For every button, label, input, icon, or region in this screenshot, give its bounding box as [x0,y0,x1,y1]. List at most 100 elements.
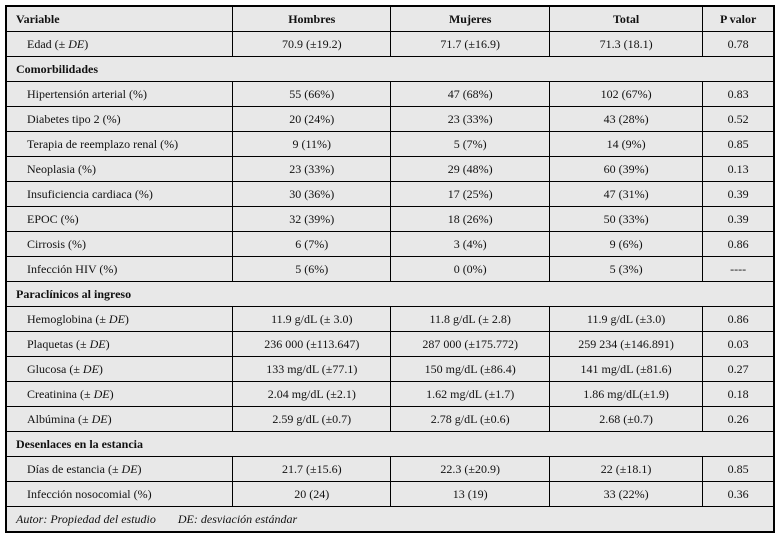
value-cell: 0.18 [702,381,775,407]
value-cell: 0 (0%) [390,256,550,282]
value-cell: 0.26 [702,406,775,432]
value-cell: 71.7 (±16.9) [390,31,550,57]
value-cell: 14 (9%) [548,131,704,157]
row-label: Diabetes tipo 2 (%) [5,106,234,132]
footnote: Autor: Propiedad del estudio DE: desviaci… [5,506,775,533]
table-row: Infección HIV (%) 5 (6%) 0 (0%) 5 (3%) ---- [5,256,775,282]
value-cell: 6 (7%) [232,231,392,257]
row-label-post: ) [105,336,110,351]
value-cell: 0.86 [702,231,775,257]
row-label-it: DE [89,336,106,351]
table-row: EPOC (%) 32 (39%) 18 (26%) 50 (33%) 0.39 [5,206,775,232]
row-label: Infección nosocomial (%) [5,481,234,507]
value-cell: 259 234 (±146.891) [548,331,704,357]
column-header-total: Total [548,5,704,32]
row-label-it: DE [93,386,110,401]
value-cell: 33 (22%) [548,481,704,507]
row-label-post: ) [137,461,142,476]
row-label-post: ) [84,36,89,51]
table-row: Plaquetas (± DE) 236 000 (±113.647) 287 00… [5,331,775,357]
value-cell: 5 (6%) [232,256,392,282]
section-row: Desenlaces en la estancia [5,431,775,457]
table-row: Terapia de reemplazo renal (%) 9 (11%) 5 (… [5,131,775,157]
table-row: Infección nosocomial (%) 20 (24) 13 (19) 33… [5,481,775,507]
row-label: Hipertensión arterial (%) [5,81,234,107]
row-label-pre: Plaquetas (± [27,336,90,351]
row-label-it: DE [121,461,138,476]
value-cell: 22.3 (±20.9) [390,456,550,482]
table-row: Glucosa (± DE) 133 mg/dL (±77.1) 150 mg/dL… [5,356,775,382]
header-row: Variable Hombres Mujeres Total P valor [5,5,775,32]
value-cell: 0.39 [702,206,775,232]
value-cell: 43 (28%) [548,106,704,132]
row-label-pre: Infección HIV (%) [27,261,118,276]
value-cell: 0.27 [702,356,775,382]
value-cell: 29 (48%) [390,156,550,182]
table-row: Insuficiencia cardiaca (%) 30 (36%) 17 (25… [5,181,775,207]
row-label-post: ) [124,311,129,326]
table-row: Días de estancia (± DE) 21.7 (±15.6) 22.3 … [5,456,775,482]
value-cell: 2.78 g/dL (±0.6) [390,406,550,432]
value-cell: 11.9 g/dL (± 3.0) [232,306,392,332]
table-row: Hemoglobina (± DE) 11.9 g/dL (± 3.0) 11.8 … [5,306,775,332]
row-label-post: ) [98,361,103,376]
value-cell: 47 (68%) [390,81,550,107]
value-cell: ---- [702,256,775,282]
value-cell: 1.62 mg/dL (±1.7) [390,381,550,407]
row-label-pre: Cirrosis (%) [27,236,86,251]
row-label: Plaquetas (± DE) [5,331,234,357]
value-cell: 30 (36%) [232,181,392,207]
value-cell: 23 (33%) [390,106,550,132]
row-label: Creatinina (± DE) [5,381,234,407]
row-label-it: DE [108,311,125,326]
row-label-pre: Edad (± [27,36,69,51]
row-label: Hemoglobina (± DE) [5,306,234,332]
column-header-p-valor: P valor [702,5,775,32]
value-cell: 5 (7%) [390,131,550,157]
row-label-it: DE [91,411,108,426]
row-label: EPOC (%) [5,206,234,232]
value-cell: 0.85 [702,456,775,482]
column-header-variable: Variable [5,5,234,32]
value-cell: 71.3 (18.1) [548,31,704,57]
value-cell: 102 (67%) [548,81,704,107]
value-cell: 5 (3%) [548,256,704,282]
value-cell: 50 (33%) [548,206,704,232]
section-row: Comorbilidades [5,56,775,82]
footnote-row: Autor: Propiedad del estudio DE: desviaci… [5,506,775,533]
value-cell: 22 (±18.1) [548,456,704,482]
row-label-pre: Días de estancia (± [27,461,122,476]
value-cell: 0.78 [702,31,775,57]
section-label: Comorbilidades [5,56,775,82]
value-cell: 20 (24) [232,481,392,507]
row-label: Glucosa (± DE) [5,356,234,382]
row-label-it: DE [82,361,99,376]
row-label: Terapia de reemplazo renal (%) [5,131,234,157]
section-label: Paraclínicos al ingreso [5,281,775,307]
value-cell: 13 (19) [390,481,550,507]
value-cell: 17 (25%) [390,181,550,207]
footnote-abbreviation: DE: desviación estándar [177,511,298,526]
value-cell: 11.9 g/dL (±3.0) [548,306,704,332]
value-cell: 150 mg/dL (±86.4) [390,356,550,382]
value-cell: 9 (11%) [232,131,392,157]
table-row: Cirrosis (%) 6 (7%) 3 (4%) 9 (6%) 0.86 [5,231,775,257]
row-label: Neoplasia (%) [5,156,234,182]
value-cell: 0.13 [702,156,775,182]
value-cell: 287 000 (±175.772) [390,331,550,357]
row-label-pre: Creatinina (± [27,386,94,401]
value-cell: 0.39 [702,181,775,207]
value-cell: 32 (39%) [232,206,392,232]
row-label: Albúmina (± DE) [5,406,234,432]
footnote-author: Autor: Propiedad del estudio [16,511,156,526]
value-cell: 133 mg/dL (±77.1) [232,356,392,382]
column-header-mujeres: Mujeres [390,5,550,32]
table-row: Edad (± DE) 70.9 (±19.2) 71.7 (±16.9) 71.3 … [5,31,775,57]
value-cell: 141 mg/dL (±81.6) [548,356,704,382]
row-label-pre: Infección nosocomial (%) [27,486,152,501]
value-cell: 0.36 [702,481,775,507]
row-label-pre: Hemoglobina (± [27,311,109,326]
table-row: Albúmina (± DE) 2.59 g/dL (±0.7) 2.78 g/dL… [5,406,775,432]
value-cell: 0.03 [702,331,775,357]
